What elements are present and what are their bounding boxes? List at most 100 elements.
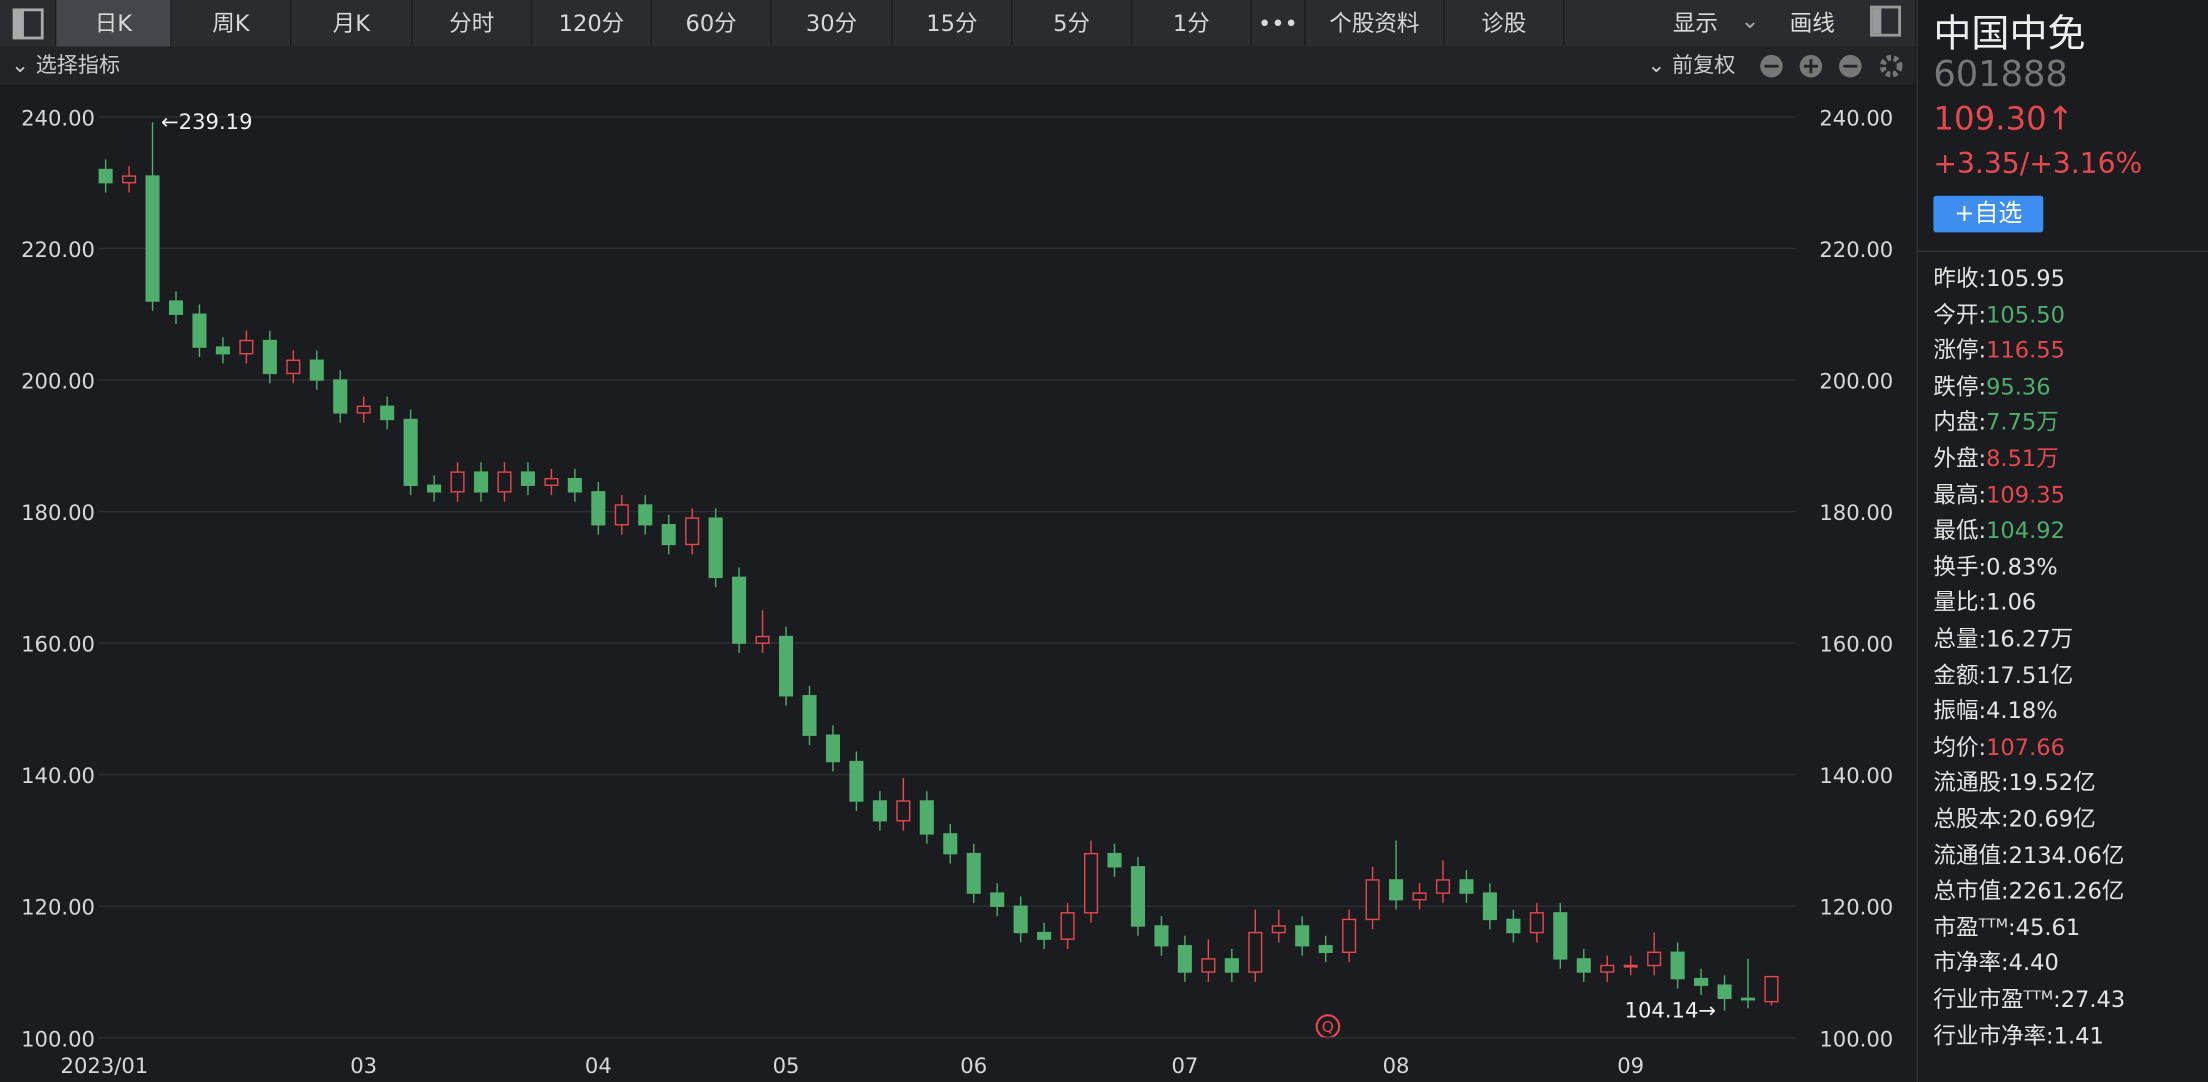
stat-label: 换手: (1933, 553, 1987, 580)
x-tick-label: 05 (773, 1053, 800, 1078)
svg-text:Q: Q (1322, 1018, 1334, 1036)
stat-row: 流通值:2134.06亿 (1933, 836, 2124, 870)
candle-body (1600, 964, 1615, 973)
candle-body (98, 168, 113, 184)
stat-label: 内盘: (1933, 408, 1987, 436)
stat-row: 内盘:7.75万 (1933, 403, 2058, 437)
candle-body (520, 471, 535, 486)
candle-body (1553, 912, 1568, 960)
candle-body (473, 471, 489, 493)
annotation: ←239.19 (161, 109, 253, 134)
candle-body (1201, 958, 1216, 973)
quote-panel: 中国中免 601888 109.30↑ +3.35/+3.16% +自选 昨收:… (1916, 0, 2208, 1082)
stat-row: 今开:105.50 (1933, 295, 2065, 329)
candle-body (1107, 852, 1122, 868)
tab[interactable]: 1分 (1132, 0, 1252, 47)
candle-body (1084, 852, 1099, 914)
add-watchlist[interactable]: +自选 (1933, 195, 2044, 233)
zoom-icons[interactable] (1757, 54, 1909, 79)
candle-body (990, 892, 1005, 907)
candle-body (755, 635, 770, 644)
icon-part (1872, 8, 1882, 34)
tab[interactable]: 周K (172, 0, 292, 47)
tab[interactable]: 诊股 (1445, 0, 1565, 47)
stat-label: 总市值: (1933, 877, 2009, 905)
select-indicator[interactable]: ⌄ 选择指标 (11, 52, 121, 78)
candle-body (896, 800, 911, 822)
tab[interactable]: 120分 (532, 0, 652, 47)
stat-label: 总股本: (1933, 805, 2009, 833)
tab[interactable]: 个股资料 (1305, 0, 1445, 47)
toolbar-button[interactable]: 显示 (1672, 9, 1718, 37)
candle-body (1177, 945, 1192, 973)
candle-body (708, 517, 723, 579)
tab[interactable]: 5分 (1012, 0, 1133, 47)
y-tick-label: 240.00 (21, 105, 95, 130)
tab[interactable]: 30分 (772, 0, 893, 47)
y-tick-label: 100.00 (21, 1026, 95, 1051)
candle-body (1130, 866, 1146, 927)
candle-body (638, 504, 653, 526)
x-tick-label: 03 (350, 1053, 377, 1078)
stat-value: 0.83% (1986, 553, 2058, 580)
stat-label: 昨收: (1933, 264, 1987, 292)
stat-label: 行业市盈ᵀᵀᴹ: (1933, 985, 2061, 1013)
x-tick-label: 2023/01 (61, 1053, 149, 1078)
y-tick-label: 180.00 (21, 500, 95, 525)
stat-row: 行业市盈ᵀᵀᴹ:27.43 (1933, 980, 2125, 1014)
stock-code: 601888 (1933, 53, 2068, 95)
candle-body (1037, 931, 1052, 940)
chart: Q 100.00 100.00 120.00 120.00 140.00 140.00 16… (0, 84, 1916, 1082)
tab[interactable]: 60分 (652, 0, 772, 47)
stat-row: 行业市净率:1.41 (1933, 1016, 2103, 1050)
candle-body (732, 576, 747, 644)
stat-row: 外盘:8.51万 (1933, 439, 2058, 473)
candle-body (262, 339, 277, 375)
stat-value: 2134.06亿 (2008, 841, 2125, 869)
candle-body (778, 635, 794, 697)
tab[interactable]: 15分 (893, 0, 1013, 47)
stat-row: 最高:109.35 (1933, 475, 2065, 509)
candle-body (661, 524, 676, 546)
candle-body (685, 517, 700, 546)
toolbar-button[interactable]: 画线 (1789, 9, 1835, 37)
stat-row: 总股本:20.69亿 (1933, 800, 2095, 834)
stat-row: 总量:16.27万 (1933, 620, 2073, 654)
stat-value: 19.52亿 (2008, 769, 2096, 797)
tab[interactable]: 分时 (413, 0, 533, 47)
tab[interactable]: 日K (56, 0, 172, 47)
candle-body (215, 346, 230, 355)
stat-row: 振幅:4.18% (1933, 692, 2057, 726)
candle-body (591, 491, 606, 526)
candle-body (872, 800, 887, 822)
panel-icon[interactable] (1870, 5, 1902, 37)
candle-body (802, 695, 817, 736)
tab[interactable]: 月K (291, 0, 413, 47)
stat-value: 1.41 (2053, 1021, 2104, 1049)
stat-value: 8.51万 (1986, 444, 2059, 472)
candle-body (1482, 892, 1497, 921)
more-button[interactable]: ••• (1252, 0, 1306, 47)
indicator-bar: ⌄ 选择指标 ⌄ 前复权 (0, 46, 1916, 85)
stat-value: 116.55 (1986, 336, 2065, 364)
candle-body (567, 477, 582, 493)
candle-body (356, 405, 371, 414)
candle-body (122, 175, 137, 184)
stat-value: 109.35 (1986, 481, 2065, 508)
y-tick-label-right: 120.00 (1819, 895, 1893, 920)
stat-value: 105.50 (1986, 300, 2065, 328)
candle-body (943, 833, 958, 855)
stat-row: 流通股:19.52亿 (1933, 764, 2095, 798)
candle-body (1365, 879, 1380, 921)
candle-body (1740, 997, 1756, 1001)
layout-icon[interactable] (0, 0, 57, 47)
y-tick-label-right: 140.00 (1819, 763, 1893, 788)
y-tick-label: 200.00 (21, 368, 95, 393)
candle-body (1623, 964, 1638, 968)
candle-body (825, 734, 840, 763)
candle-body (403, 418, 418, 486)
candle-body (1389, 879, 1404, 901)
adjust[interactable]: ⌄ 前复权 (1647, 52, 1736, 78)
